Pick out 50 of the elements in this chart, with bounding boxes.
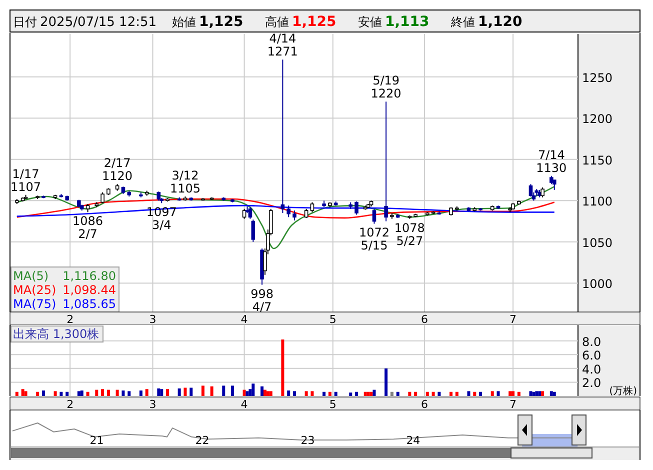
x-tick-label: 21 — [90, 434, 104, 447]
annotation: 5/19 1220 — [370, 74, 402, 101]
text: 日付 2025/07/15 12:51 — [13, 15, 157, 30]
x-tick-label: 5 — [329, 398, 336, 411]
x-tick-label: 7 — [510, 398, 517, 411]
annotation: 1078 5/27 — [394, 220, 425, 248]
y-axis-title: (万株) — [609, 385, 638, 397]
y-tick-label: 8.0 — [582, 334, 602, 349]
annotation: 1086 2/7 — [72, 214, 104, 242]
text: 高値 1,125 — [265, 14, 336, 30]
y-tick-label: 1250 — [582, 70, 613, 85]
x-tick-label: 24 — [406, 434, 420, 447]
annotation: 7/14 1130 — [536, 148, 567, 175]
annotation: 2/17 1120 — [102, 156, 133, 184]
chart-title: 出来高 1,300株 — [13, 327, 100, 341]
y-tick-label: 1200 — [582, 112, 613, 126]
y-tick-label: 6.0 — [582, 348, 602, 363]
y-tick-label: 1000 — [582, 277, 613, 292]
annotation: 998 4/7 — [250, 286, 274, 314]
annotation: 1,098.44 — [62, 283, 116, 297]
annotation: 4/14 1271 — [267, 32, 298, 59]
x-tick-label: 6 — [420, 398, 428, 411]
y-tick-label: 1050 — [582, 236, 613, 250]
text: 終値 1,120 — [450, 14, 523, 30]
x-tick-label: 4 — [240, 313, 248, 326]
y-tick-label: 1100 — [582, 194, 613, 209]
x-tick-label: 6 — [420, 313, 428, 326]
x-tick-label: 2 — [66, 398, 74, 411]
text: 始値 1,125 — [172, 14, 244, 30]
annotation: 1072 5/15 — [358, 226, 390, 253]
x-tick-label: 7 — [510, 313, 517, 326]
text: MA(5) — [13, 269, 49, 283]
y-tick-label: 4.0 — [582, 362, 602, 376]
annotation: 1097 3/4 — [146, 205, 177, 232]
x-tick-label: 2 — [66, 313, 74, 326]
x-tick-label: 22 — [195, 434, 210, 447]
y-tick-label: 2.0 — [582, 376, 602, 390]
y-tick-label: 1150 — [582, 153, 613, 168]
x-tick-label: 4 — [240, 398, 248, 411]
x-tick-label: 23 — [300, 434, 315, 447]
text: MA(75) — [13, 297, 56, 311]
annotation: 3/12 1105 — [170, 168, 201, 196]
x-tick-label: 3 — [149, 398, 156, 411]
x-tick-label: 5 — [329, 313, 336, 326]
annotation: 1,085.65 — [62, 297, 116, 311]
text: 安値 1,113 — [358, 14, 430, 30]
annotation: 1/17 1107 — [10, 166, 42, 194]
x-tick-label: 3 — [149, 313, 156, 326]
text: MA(25) — [13, 283, 56, 297]
annotation: 1,116.80 — [62, 269, 116, 283]
